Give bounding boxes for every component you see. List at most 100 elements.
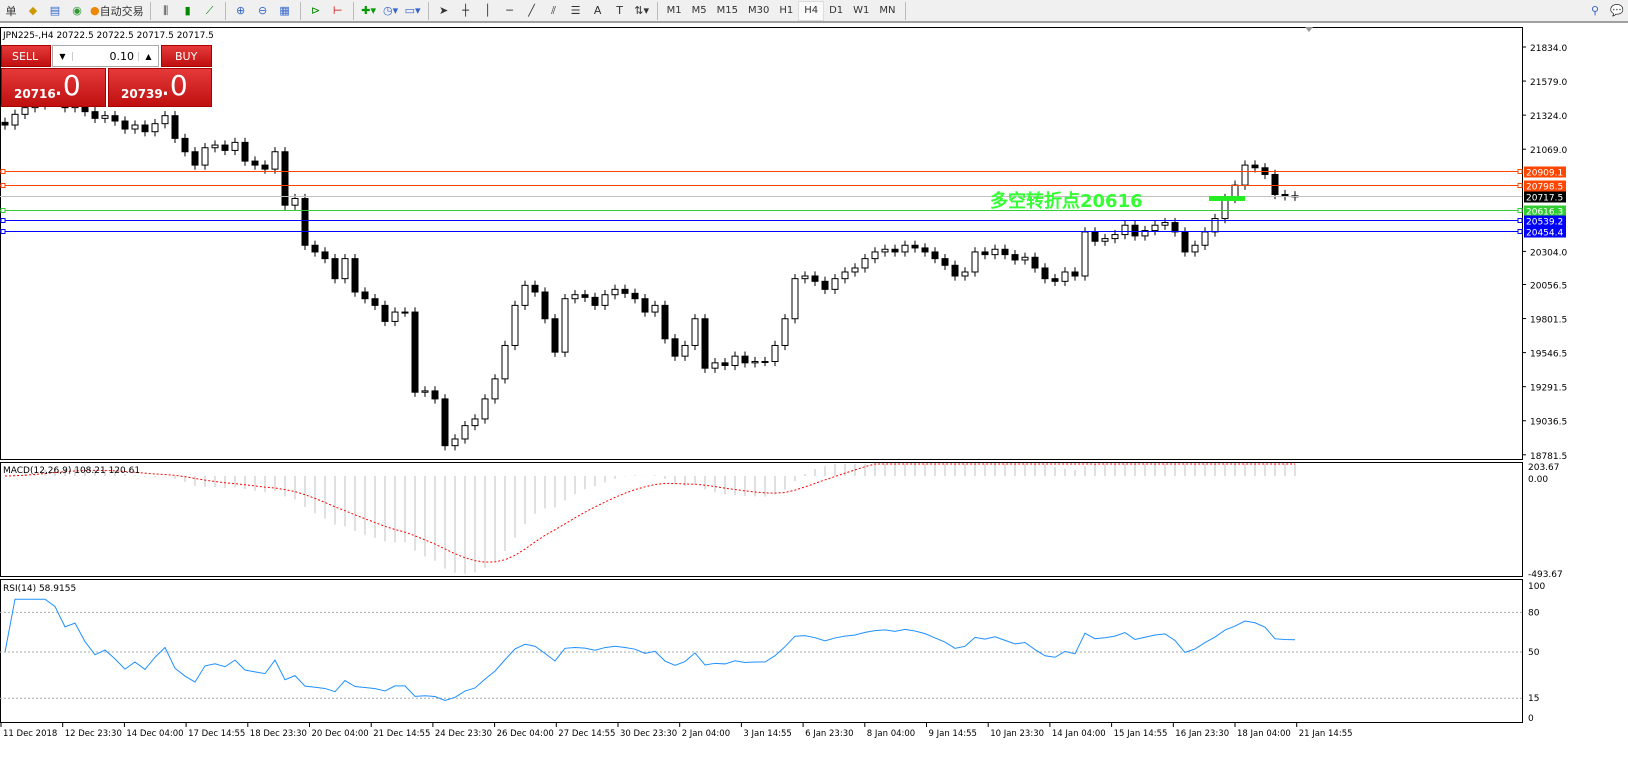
candle-body — [641, 298, 649, 313]
zoom-out-icon[interactable]: ⊖ — [258, 4, 268, 17]
candle-body — [121, 120, 129, 130]
rsi-tick-label: 0 — [1528, 714, 1534, 724]
candle-body — [461, 425, 469, 440]
zoom-in-icon[interactable]: ⊕ — [236, 4, 246, 17]
timeframe-m30[interactable]: M30 — [747, 5, 770, 16]
time-label: 6 Jan 23:30 — [805, 729, 853, 739]
new-order-icon[interactable]: ◆ — [28, 4, 38, 17]
candle-body — [851, 267, 859, 273]
periods-icon[interactable]: ◷▾ — [383, 4, 399, 17]
candle-body — [1201, 231, 1209, 246]
trendline-icon[interactable]: ╱ — [528, 4, 535, 17]
market-watch-icon[interactable]: ▤ — [49, 4, 61, 17]
bar-chart-icon[interactable]: ⫼ — [163, 3, 169, 17]
label-icon[interactable]: T — [616, 4, 623, 17]
candle-body — [541, 291, 549, 320]
level-price-label: 20798.5 — [1526, 183, 1563, 193]
candle-body — [781, 318, 789, 346]
lot-decrease-button[interactable]: ▼ — [53, 51, 73, 61]
text-icon[interactable]: A — [593, 4, 602, 17]
candle-body — [11, 113, 19, 126]
candle-body — [1001, 248, 1009, 256]
autotrade-button[interactable]: ● 自动交易 — [88, 1, 146, 21]
templates-icon[interactable]: ▭▾ — [404, 4, 421, 17]
sell-price-button[interactable]: 20716 .0 — [1, 68, 106, 107]
candle-body — [421, 390, 429, 393]
search-icon[interactable]: ⚲ — [1590, 4, 1600, 17]
crosshair-icon[interactable]: ┼ — [462, 4, 469, 17]
horizontal-line-icon[interactable]: ─ — [506, 4, 513, 17]
signals-icon[interactable]: ◉ — [72, 4, 82, 17]
time-label: 17 Dec 14:55 — [188, 729, 245, 739]
candle-body — [811, 275, 819, 282]
candle-body — [681, 344, 689, 357]
timeframe-m5[interactable]: M5 — [691, 5, 707, 16]
menu-glyph[interactable]: 单 — [5, 4, 17, 18]
cursor-icon[interactable]: ➤ — [439, 4, 449, 17]
vertical-line-icon[interactable]: │ — [484, 4, 491, 17]
level-price-tag — [1524, 226, 1566, 238]
fibo-fan-icon[interactable]: ☰ — [570, 4, 581, 17]
chart-area[interactable]: JPN225-,H4 20722.5 20722.5 20717.5 20717… — [0, 26, 1628, 746]
lot-size-input[interactable]: ▼ 0.10 ▲ — [52, 45, 159, 67]
time-label: 18 Jan 04:00 — [1237, 729, 1291, 739]
candle-body — [1251, 164, 1259, 169]
candle-body — [211, 144, 219, 149]
chart-shift-icon[interactable]: ⊢ — [332, 4, 343, 17]
level-handle — [0, 218, 6, 223]
candle-body — [261, 164, 269, 170]
main-panel-frame — [0, 27, 1523, 460]
candlestick-icon[interactable]: ▮ — [184, 4, 191, 17]
toolbar: 单 ◆ ▤ ◉ ● 自动交易 ⫼ ▮ ⟋ ⊕ ⊖ ▦ ⊳ ⊢ ✚▾ ◷▾ ▭▾ ➤… — [0, 0, 1628, 23]
candle-body — [581, 294, 589, 298]
buy-price-button[interactable]: 20739 .0 — [108, 68, 212, 107]
pivot-annotation: 多空转折点20616 — [990, 190, 1143, 212]
tile-windows-icon[interactable]: ▦ — [279, 4, 290, 17]
macd-tick-label: 0.00 — [1528, 475, 1548, 485]
level-price-tag — [1524, 215, 1566, 227]
time-label: 8 Jan 04:00 — [867, 729, 915, 739]
candle-body — [431, 390, 439, 400]
candle-body — [1281, 193, 1289, 197]
candle-body — [691, 318, 699, 346]
macd-histogram — [14, 464, 1296, 574]
candle-body — [1191, 244, 1199, 253]
price-tick-label: 21579.0 — [1530, 78, 1567, 88]
timeframe-d1[interactable]: D1 — [829, 5, 844, 16]
level-handle — [1517, 169, 1523, 174]
timeframe-h4[interactable]: H4 — [798, 0, 825, 21]
lot-increase-button[interactable]: ▲ — [138, 51, 158, 61]
candle-body — [931, 251, 939, 260]
line-chart-icon[interactable]: ⟋ — [205, 3, 214, 17]
candle-body — [381, 304, 389, 322]
rsi-tick-label: 50 — [1528, 648, 1540, 658]
arrows-icon[interactable]: ⇅▾ — [634, 4, 649, 17]
time-label: 3 Jan 14:55 — [743, 729, 791, 739]
candle-body — [1221, 198, 1229, 220]
buy-button[interactable]: BUY — [161, 45, 212, 67]
chat-icon[interactable]: 💬 — [1610, 4, 1624, 17]
candle-body — [101, 115, 109, 119]
candle-body — [251, 160, 259, 166]
indicators-icon[interactable]: ✚▾ — [361, 4, 376, 17]
candle-body — [471, 418, 479, 427]
time-label: 2 Jan 04:00 — [682, 729, 730, 739]
candle-body — [831, 278, 839, 290]
candle-body — [871, 251, 879, 260]
sell-button[interactable]: SELL — [1, 45, 51, 67]
divider — [904, 1, 906, 20]
timeframe-m1[interactable]: M1 — [666, 5, 682, 16]
candle-body — [321, 251, 329, 260]
timeframe-h1[interactable]: H1 — [779, 5, 794, 16]
timeframe-bar: M1 M5 M15 M30 H1 H4 D1 W1 MN — [662, 0, 901, 21]
timeframe-m15[interactable]: M15 — [716, 5, 738, 16]
fibonacci-icon[interactable]: ⫽ — [551, 3, 557, 17]
candle-body — [1131, 224, 1139, 237]
timeframe-mn[interactable]: MN — [879, 5, 896, 16]
candle-body — [291, 198, 299, 206]
candle-body — [1181, 231, 1189, 253]
candle-body — [631, 292, 639, 300]
timeframe-w1[interactable]: W1 — [853, 5, 870, 16]
buy-price-small: .0 — [161, 69, 188, 102]
autoscroll-icon[interactable]: ⊳ — [311, 4, 321, 17]
